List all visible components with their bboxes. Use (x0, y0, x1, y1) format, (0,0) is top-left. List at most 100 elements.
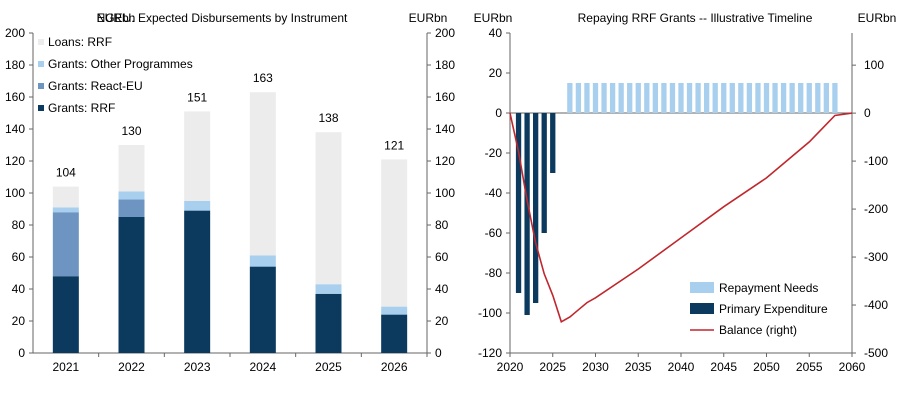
legend-label: Grants: React-EU (48, 79, 143, 93)
right-x-tick-label: 2020 (497, 360, 524, 374)
legend-label: Primary Expenditure (719, 302, 828, 316)
primary-expenditure-bar (532, 113, 539, 303)
right-y-tick-label: -20 (485, 146, 503, 160)
bar-segment-grants-other-programmes (118, 191, 145, 200)
right-y2-tick-label: -300 (864, 250, 888, 264)
bar-segment-loans-rrf (381, 159, 408, 307)
bar-segment-grants-rrf (381, 314, 408, 353)
primary-expenditure-bar (541, 113, 547, 233)
bar-total-label: 104 (56, 166, 76, 180)
bar-total-label: 130 (121, 124, 141, 138)
legend-swatch (38, 105, 44, 111)
repayment-needs-bar (686, 83, 693, 113)
right-y-tick-label: -120 (478, 346, 502, 360)
left-y2-tick-label: 20 (435, 314, 449, 328)
right-legend: Repayment Needs Primary Expenditure Balanc… (690, 281, 828, 337)
repayment-needs-bar (738, 83, 744, 113)
legend-swatch (38, 39, 44, 45)
repayment-needs-bar (678, 83, 684, 113)
left-x-tick-label: 2021 (52, 360, 79, 374)
legend-label: Repayment Needs (719, 281, 818, 295)
bar-segment-grants-other-programmes (315, 284, 342, 294)
left-y2-tick-label: 180 (435, 58, 455, 72)
left-legend: Loans: RRF Grants: Other Programmes Grants… (38, 35, 193, 115)
left-y2-tick-label: 80 (435, 218, 449, 232)
repayment-needs-bar (703, 83, 710, 113)
legend-label: Balance (right) (719, 323, 797, 337)
repayment-needs-bar (806, 83, 812, 113)
left-right-axis-unit-label: EURbn (409, 11, 448, 25)
balance-line (509, 112, 853, 323)
bar-segment-grants-other-programmes (52, 207, 79, 213)
right-y2-tick-label: -100 (864, 154, 888, 168)
legend-label: Loans: RRF (48, 35, 112, 49)
repayment-needs-bar (635, 83, 641, 113)
left-y2-tick-label: 200 (435, 26, 455, 40)
right-x-tick-label: 2050 (753, 360, 780, 374)
repayment-needs-bar (712, 83, 718, 113)
legend-label: Grants: Other Programmes (48, 57, 193, 71)
repayment-needs-bar (567, 83, 573, 113)
right-y-tick-label: -40 (485, 186, 503, 200)
repayment-needs-bar (780, 83, 787, 113)
bar-segment-loans-rrf (118, 145, 145, 192)
bar-segment-grants-rrf (118, 217, 145, 353)
right-y-tick-label: 0 (495, 106, 502, 120)
right-x-tick-label: 2040 (668, 360, 695, 374)
repayment-needs-bar (644, 83, 650, 113)
right-x-tick-label: 2030 (582, 360, 609, 374)
bar-segment-loans-rrf (249, 92, 276, 256)
repayment-needs-bar (575, 83, 582, 113)
left-y2-tick-label: 140 (435, 122, 455, 136)
left-y2-tick-label: 120 (435, 154, 455, 168)
left-y-tick-label: 140 (5, 122, 25, 136)
left-y2-tick-label: 40 (435, 282, 449, 296)
repayment-needs-bar (721, 83, 727, 113)
left-chart: EURbn NGEU: Expected Disbursements by In… (5, 11, 455, 374)
repayment-needs-bar (661, 83, 667, 113)
left-y2-tick-label: 160 (435, 90, 455, 104)
bar-segment-grants-react-eu (52, 212, 79, 277)
repayment-needs-bar (772, 83, 778, 113)
left-y-tick-label: 60 (12, 250, 26, 264)
repayment-needs-bar (763, 83, 770, 113)
repayment-needs-bar (798, 83, 804, 113)
right-y-tick-label: -60 (485, 226, 503, 240)
right-y2-tick-label: 100 (864, 58, 884, 72)
bar-segment-loans-rrf (184, 111, 211, 201)
bar-segment-grants-other-programmes (381, 306, 408, 315)
repayment-needs-bar (584, 83, 590, 113)
primary-expenditure-bar (550, 113, 556, 173)
bar-total-label: 151 (187, 90, 207, 104)
bar-total-label: 163 (253, 71, 273, 85)
repayment-needs-bar (815, 83, 821, 113)
repayment-needs-bar (669, 83, 676, 113)
left-y-tick-label: 0 (18, 346, 25, 360)
right-y2-tick-label: 0 (864, 106, 871, 120)
bar-segment-loans-rrf (315, 132, 342, 285)
right-axis-unit-label: EURbn (474, 11, 513, 25)
left-y2-tick-label: 60 (435, 250, 449, 264)
left-axis-unit-label: EURbn (97, 11, 136, 25)
right-x-tick-label: 2045 (710, 360, 737, 374)
repayment-needs-bar (755, 83, 761, 113)
bar-segment-grants-other-programmes (249, 255, 276, 267)
bar-segment-grants-react-eu (118, 199, 145, 217)
right-chart: EURbn Repaying RRF Grants -- Illustrativ… (474, 11, 897, 374)
left-y2-tick-label: 0 (435, 346, 442, 360)
right-x-tick-label: 2035 (625, 360, 652, 374)
right-y2-tick-label: -200 (864, 202, 888, 216)
right-y2-tick-label: -500 (864, 346, 888, 360)
left-x-tick-label: 2023 (184, 360, 211, 374)
legend-swatch (690, 282, 714, 293)
left-y-tick-label: 200 (5, 26, 25, 40)
left-y-tick-label: 80 (12, 218, 26, 232)
left-y-tick-label: 120 (5, 154, 25, 168)
right-plot-area: -120-100-80-60-40-2002040-500-400-300-20… (478, 26, 888, 374)
left-y-tick-label: 40 (12, 282, 26, 296)
repayment-needs-bar (746, 83, 753, 113)
bar-segment-grants-rrf (52, 276, 79, 353)
legend-swatch (690, 303, 714, 314)
